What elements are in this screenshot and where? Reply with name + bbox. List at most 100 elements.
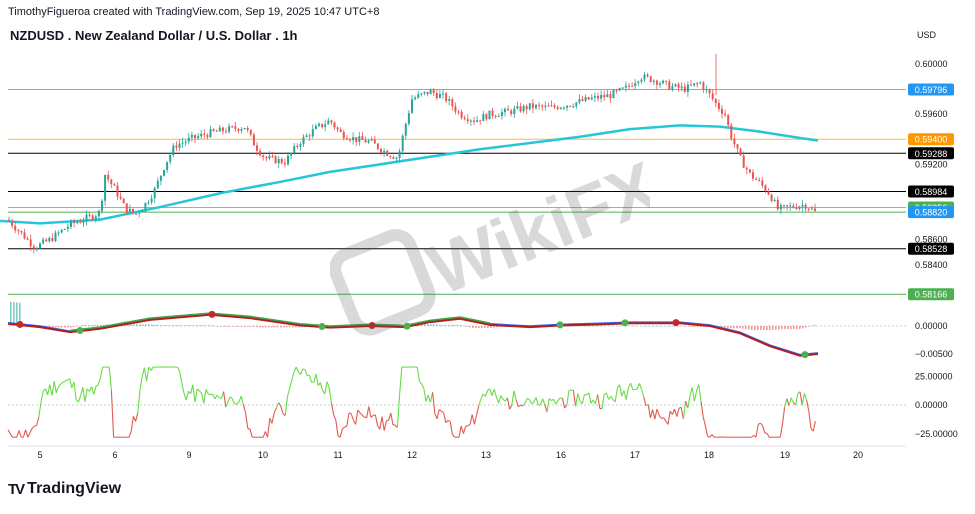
macd-histogram-bar <box>574 325 576 327</box>
oscillator-segment <box>441 410 444 414</box>
macd-histogram-bar <box>787 326 789 330</box>
oscillator-segment <box>249 428 253 438</box>
candle-body <box>259 150 262 156</box>
macd-histogram-bar <box>778 326 780 330</box>
oscillator-segment <box>449 421 453 435</box>
candle-body <box>597 95 599 99</box>
macd-histogram-bar <box>784 326 786 330</box>
candle-body <box>699 82 702 84</box>
candle-body <box>745 167 748 170</box>
oscillator-segment <box>18 430 22 438</box>
oscillator-segment <box>31 425 35 429</box>
oscillator-segment <box>262 431 266 438</box>
macd-histogram-bar <box>271 326 273 328</box>
price-tick-4: 0.58400 <box>915 260 948 270</box>
macd-histogram-bar <box>67 326 69 328</box>
macd-histogram-bar <box>463 325 465 327</box>
oscillator-segment <box>434 412 438 420</box>
oscillator-segment <box>22 429 27 438</box>
candle-body <box>23 232 26 239</box>
candle-body <box>674 84 677 87</box>
candle-body <box>51 237 54 242</box>
macd-histogram-bar <box>166 325 168 326</box>
oscillator-segment <box>674 408 678 417</box>
oscillator-segment <box>658 415 662 419</box>
candle-body <box>739 148 742 156</box>
macd-histogram-bar <box>766 326 768 331</box>
oscillator-segment <box>110 390 115 438</box>
oscillator-segment <box>324 381 328 394</box>
macd-histogram-bar <box>190 325 192 326</box>
candle-body <box>206 135 209 138</box>
oscillator-segment <box>647 404 651 418</box>
macd-histogram-bar <box>790 326 792 330</box>
macd-cross-red-3 <box>672 319 680 327</box>
macd-histogram-bar <box>661 326 663 327</box>
candle-body <box>339 129 342 133</box>
candle-body <box>522 105 525 112</box>
macd-histogram-bar <box>628 325 630 327</box>
oscillator-segment <box>572 390 577 407</box>
price-level-label-3: 0.58984 <box>915 187 948 197</box>
candle-body <box>631 85 634 87</box>
macd-histogram-bar <box>253 326 255 327</box>
oscillator-segment <box>511 390 515 406</box>
candle-body <box>386 150 389 156</box>
candle-body <box>544 105 547 107</box>
macd-histogram-bar <box>472 326 474 328</box>
macd-cross-green-5 <box>801 351 809 359</box>
candle-body <box>748 169 751 173</box>
candle-body <box>314 125 317 130</box>
macd-histogram-bar <box>187 325 189 326</box>
macd-cross-green-3 <box>556 321 564 329</box>
oscillator-segment <box>69 378 73 388</box>
tradingview-brand: TV TradingView <box>8 480 121 498</box>
oscillator-segment <box>704 425 709 437</box>
oscillator-segment <box>630 382 634 390</box>
candle-body <box>665 80 668 82</box>
macd-histogram-bar <box>637 325 639 327</box>
macd-histogram-bar <box>196 325 198 326</box>
oscillator-segment <box>286 388 291 398</box>
candle-body <box>330 120 333 123</box>
candle-body <box>383 150 386 153</box>
macd-histogram-bar <box>481 326 483 328</box>
candle-body <box>138 212 141 214</box>
macd-histogram-bar <box>103 324 105 326</box>
macd-histogram-bar <box>496 326 498 328</box>
candle-body <box>35 248 38 250</box>
chart-credit: TimothyFigueroa created with TradingView… <box>8 6 380 18</box>
oscillator-segment <box>295 366 299 373</box>
oscillator-segment <box>451 433 456 438</box>
candle-body <box>231 126 234 128</box>
oscillator-segment <box>548 398 552 402</box>
oscillator-segment <box>423 388 427 402</box>
oscillator-segment <box>361 414 365 418</box>
candle-body <box>82 221 85 223</box>
candle-body <box>810 208 813 210</box>
oscillator-segment <box>141 367 145 377</box>
macd-cross-green-4 <box>621 319 629 327</box>
candle-body <box>76 222 79 224</box>
macd-histogram-bar <box>703 326 705 327</box>
oscillator-segment <box>183 393 187 401</box>
candle-body <box>717 102 720 110</box>
candle-body <box>119 196 122 199</box>
oscillator-segment <box>790 397 794 403</box>
candle-body <box>528 103 531 110</box>
macd-histogram-bar <box>697 326 699 327</box>
oscillator-segment <box>201 393 205 404</box>
candle-body <box>519 106 522 112</box>
macd-cross-green-0 <box>76 326 84 334</box>
candle-body <box>566 105 568 108</box>
oscillator-segment <box>436 409 440 420</box>
candle-body <box>132 208 134 214</box>
candle-body <box>603 95 606 98</box>
macd-histogram-bar <box>499 326 501 327</box>
oscillator-segment <box>280 406 284 414</box>
candle-body <box>305 135 308 137</box>
macd-histogram-bar <box>646 326 648 327</box>
candle-body <box>97 210 100 217</box>
candle-body <box>175 145 178 148</box>
